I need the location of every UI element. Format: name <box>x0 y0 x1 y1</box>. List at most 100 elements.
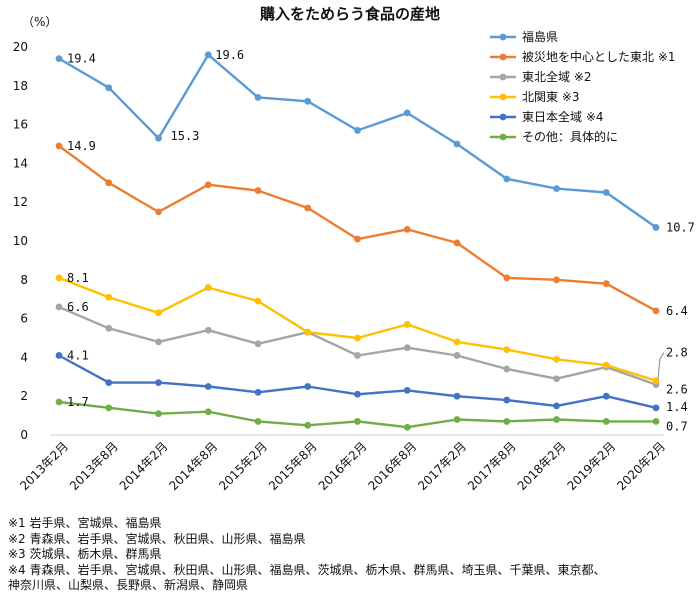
legend-label-2: 東北全域 ※2 <box>522 69 592 84</box>
point-s4-6 <box>354 390 361 398</box>
data-label-s3-1: 2.8 <box>666 346 688 360</box>
y-tick-label-8: 16 <box>13 118 28 132</box>
legend-swatch-marker-4 <box>499 113 507 121</box>
x-tick-label-5: 2015年8月 <box>266 439 320 493</box>
x-tick-label-6: 2016年2月 <box>316 439 370 493</box>
y-axis-label: （%） <box>22 15 57 29</box>
data-label-s0-2: 19.6 <box>215 48 244 62</box>
point-s1-6 <box>354 235 361 243</box>
footnote-2: ※2 青森県、岩手県、宮城県、秋田県、山形県、福島県 <box>8 531 306 546</box>
y-tick-label-4: 8 <box>20 273 28 287</box>
x-tick-label-11: 2019年2月 <box>564 439 618 493</box>
point-s1-0 <box>55 142 63 150</box>
point-s5-6 <box>354 418 361 425</box>
y-tick-label-3: 6 <box>20 312 28 326</box>
point-s3-9 <box>503 346 511 354</box>
footnote-4-continued: 神奈川県、山梨県、長野県、新潟県、静岡県 <box>8 578 249 592</box>
legend-swatch-marker-3 <box>499 93 507 101</box>
series-line-4 <box>58 354 657 409</box>
line-chart: 購入をためらう食品の産地 （%） 0 2 4 6 8 10 12 14 16 18 20 2013年… <box>13 5 695 493</box>
point-s3-1 <box>105 293 113 301</box>
point-s1-1 <box>105 179 113 187</box>
point-s3-11 <box>602 361 610 369</box>
point-s3-10 <box>553 355 560 363</box>
footnotes: ※1 岩手県、宮城県、福島県 ※2 青森県、岩手県、宮城県、秋田県、山形県、福島… <box>8 516 694 594</box>
x-tick-label-12: 2020年2月 <box>614 439 668 493</box>
data-label-s0-3: 10.7 <box>666 220 695 234</box>
point-s2-4 <box>254 340 262 348</box>
point-s2-6 <box>354 352 361 359</box>
point-s5-11 <box>602 418 610 425</box>
point-s0-4 <box>254 94 262 101</box>
point-s1-12 <box>652 307 660 315</box>
footnote-3: ※3 茨城県、栃木県、群馬県 <box>8 547 162 561</box>
point-s1-8 <box>453 239 461 247</box>
x-tick-label-4: 2015年2月 <box>216 439 270 493</box>
point-s0-11 <box>602 189 610 196</box>
point-s5-12 <box>652 418 660 425</box>
x-axis: 2013年2月2013年8月2014年2月2014年8月2015年2月2015年… <box>17 434 668 493</box>
point-s5-8 <box>453 416 461 423</box>
point-s5-7 <box>403 423 411 431</box>
point-s5-4 <box>254 418 262 425</box>
point-s5-10 <box>553 416 560 423</box>
point-s4-12 <box>652 404 660 412</box>
point-s4-0 <box>55 352 63 359</box>
series-line-1 <box>58 144 657 312</box>
point-s5-1 <box>105 404 113 412</box>
x-tick-label-10: 2018年2月 <box>515 439 569 493</box>
leader-line-s3 <box>657 352 665 379</box>
point-s4-3 <box>204 383 212 390</box>
point-s1-4 <box>254 187 262 194</box>
legend-label-0: 福島県 <box>522 29 558 44</box>
legend-swatch-marker-1 <box>499 53 507 61</box>
series-line-3 <box>58 276 657 382</box>
point-s5-0 <box>55 398 63 406</box>
legend-label-5: その他：具体的に <box>522 129 618 144</box>
point-s0-9 <box>503 175 511 183</box>
point-s1-2 <box>155 208 162 216</box>
point-s2-8 <box>453 352 461 359</box>
y-axis: 0 2 4 6 8 10 12 14 16 18 20 <box>13 40 28 442</box>
point-s1-5 <box>304 204 312 212</box>
legend-swatch-marker-5 <box>499 133 507 141</box>
point-s1-3 <box>204 181 212 189</box>
point-s3-0 <box>55 274 63 282</box>
point-s4-8 <box>453 392 461 400</box>
data-label-s0-1: 15.3 <box>171 129 200 143</box>
point-s4-1 <box>105 379 113 387</box>
point-s3-4 <box>254 297 262 305</box>
y-tick-label-9: 18 <box>13 79 28 93</box>
point-s3-8 <box>453 338 461 346</box>
point-s1-11 <box>602 280 610 288</box>
point-s2-2 <box>155 338 162 346</box>
data-label-s5-1: 0.7 <box>666 419 688 433</box>
point-s5-2 <box>155 410 162 418</box>
point-s0-3 <box>204 51 212 59</box>
point-s4-7 <box>403 386 411 394</box>
data-label-s3-0: 8.1 <box>67 271 89 285</box>
data-label-s4-0: 4.1 <box>67 348 89 362</box>
point-s4-2 <box>155 379 162 387</box>
point-s1-10 <box>553 276 560 284</box>
y-tick-label-1: 2 <box>20 389 28 403</box>
point-s5-9 <box>503 418 511 425</box>
point-s3-2 <box>155 309 162 317</box>
point-s4-9 <box>503 396 511 404</box>
data-label-s2-0: 6.6 <box>67 300 89 314</box>
point-s0-8 <box>453 140 461 148</box>
x-tick-label-7: 2016年8月 <box>365 439 419 493</box>
point-s4-10 <box>553 402 560 410</box>
legend-swatch-marker-0 <box>499 33 507 41</box>
point-s2-7 <box>403 344 411 352</box>
point-s5-5 <box>304 421 312 429</box>
point-s4-11 <box>602 392 610 400</box>
point-s2-9 <box>503 365 511 373</box>
y-tick-label-7: 14 <box>13 156 28 170</box>
point-s0-1 <box>105 84 113 92</box>
point-s0-7 <box>403 109 411 117</box>
point-s3-5 <box>304 328 312 336</box>
x-tick-label-9: 2017年8月 <box>465 439 519 493</box>
legend-label-4: 東日本全域 ※4 <box>522 109 604 124</box>
data-label-s1-1: 6.4 <box>666 304 688 318</box>
